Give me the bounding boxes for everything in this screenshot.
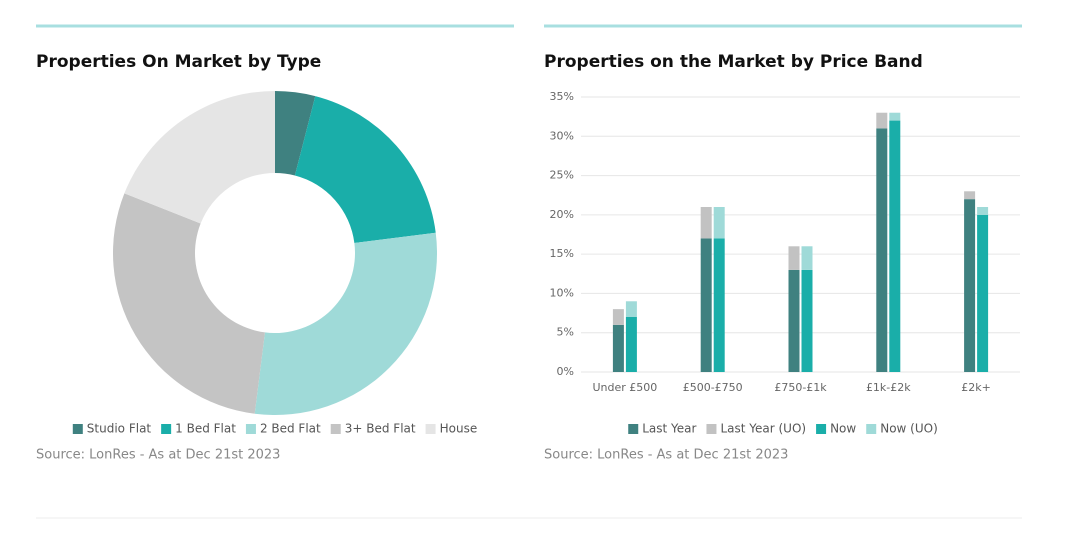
x-tick-label: £500-£750 [683,381,743,394]
legend-label: Last Year [642,422,696,436]
y-tick-label: 10% [550,286,574,299]
bar [876,112,888,129]
legend-label: Last Year (UO) [720,422,806,436]
source: Source: LonRes - As at Dec 21st 2023 [36,448,280,463]
bar [713,207,725,239]
bar [964,191,976,200]
legend-swatch [330,424,341,434]
y-tick-label: 20% [550,208,574,221]
bar [625,317,637,372]
bar [700,207,712,239]
bar [801,246,813,270]
bar [889,120,901,372]
bar [612,309,624,325]
bar [788,246,800,270]
legend-swatch [628,424,639,434]
bar [700,238,712,372]
x-tick-label: Under £500 [593,381,658,394]
chart-title: Properties on the Market by Price Band [544,52,923,72]
legend-label: Now (UO) [880,422,938,436]
legend-label: 2 Bed Flat [260,422,321,436]
y-tick-label: 25% [550,169,574,182]
donut-slice [124,91,275,224]
legend-label: 1 Bed Flat [175,422,236,436]
legend-swatch [425,424,436,434]
x-tick-label: £1k-£2k [866,381,911,394]
donut-slice [254,232,437,416]
bar [889,112,901,121]
bar [625,301,637,317]
legend-swatch [161,424,172,434]
source: Source: LonRes - As at Dec 21st 2023 [544,448,788,463]
legend-label: Studio Flat [87,422,152,436]
bar [964,199,976,372]
chart-title: Properties On Market by Type [36,52,321,72]
legend: Studio Flat 1 Bed Flat 2 Bed Flat 3+ Bed Fl… [72,422,478,436]
x-tick-label: £2k+ [961,381,991,394]
bar [977,207,989,215]
y-tick-label: 0% [557,365,574,378]
legend-swatch [816,424,827,434]
legend-label: House [440,422,478,436]
x-tick-label: £750-£1k [774,381,827,394]
bar [876,128,888,372]
legend-label: 3+ Bed Flat [345,422,416,436]
legend-swatch [245,424,256,434]
y-tick-label: 30% [550,129,574,142]
bar [801,269,813,372]
y-tick-label: 5% [557,326,574,339]
donut-slice [112,193,265,414]
donut-slice [294,96,436,243]
legend-swatch [866,424,877,434]
legend-label: Now [830,422,856,436]
bar [977,214,989,372]
legend-swatch [706,424,717,434]
bar [788,269,800,372]
y-tick-label: 15% [550,247,574,260]
bar [713,238,725,372]
legend-swatch [72,424,83,434]
bar [612,324,624,372]
y-tick-label: 35% [550,90,574,103]
legend: Last Year Last Year (UO) Now Now (UO) [628,422,938,436]
donut-slice [275,91,316,176]
